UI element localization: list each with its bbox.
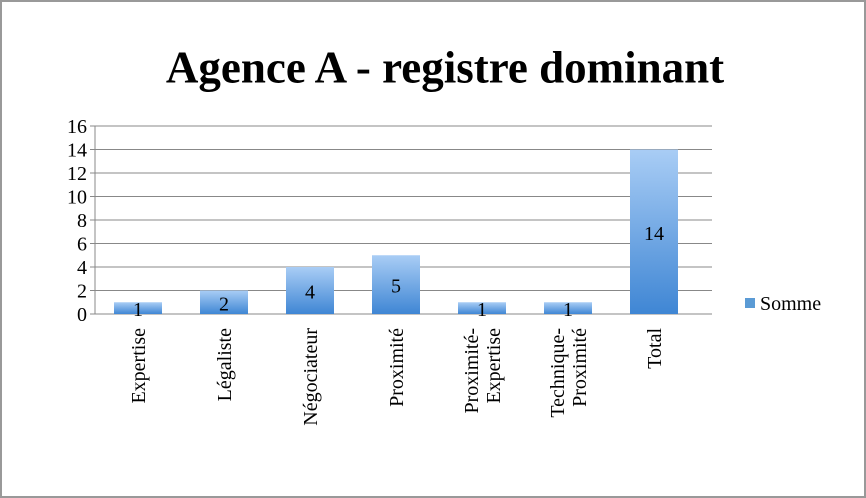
bar [114,302,162,314]
data-label: 1 [133,299,143,321]
x-tick-label: Technique-Proximité [547,328,591,418]
chart-title: Agence A - registre dominant [166,42,724,92]
bar [200,290,248,314]
x-tick-label: Proximité-Expertise [461,328,505,414]
bar [458,302,506,314]
data-label: 4 [305,282,315,304]
y-tick-label: 4 [77,257,87,279]
data-label: 1 [477,299,487,321]
y-tick-label: 0 [77,304,87,326]
data-label: 1 [563,299,573,321]
x-tick-label: Total [644,328,666,369]
y-tick-label: 16 [67,116,87,138]
bar [630,149,678,314]
legend-swatch [745,298,755,308]
data-label: 14 [644,223,664,245]
y-tick-label: 6 [77,234,87,256]
x-tick-label: Proximité [386,328,408,407]
bar [372,255,420,314]
y-tick-label: 2 [77,281,87,303]
data-label: 2 [219,293,229,315]
bar [286,267,334,314]
y-tick-label: 8 [77,210,87,232]
y-tick-label: 12 [67,163,87,185]
y-tick-label: 14 [67,140,87,162]
bar [544,302,592,314]
x-tick-label: Légaliste [214,328,236,401]
legend-label: Somme [760,293,821,315]
x-tick-label: Expertise [128,328,150,404]
x-tick-label: Négociateur [300,328,322,426]
data-label: 5 [391,276,401,298]
y-tick-label: 10 [67,187,87,209]
